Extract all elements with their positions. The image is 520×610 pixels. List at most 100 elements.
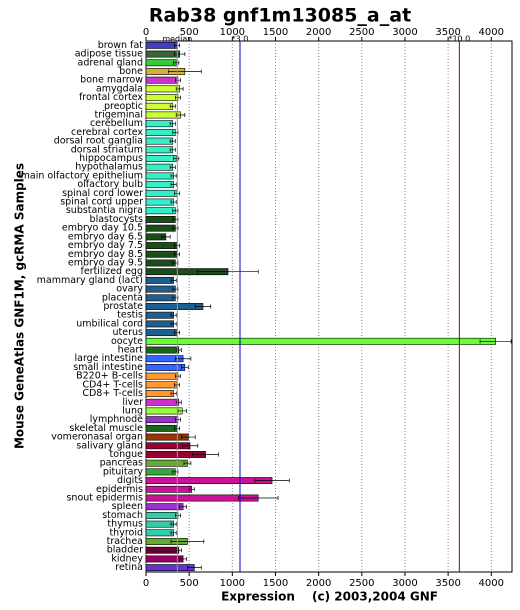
bar	[145, 346, 180, 354]
y-tick-label: bone marrow	[80, 75, 143, 86]
bar	[145, 85, 180, 93]
chart-title: Rab38 gnf1m13085_a_at	[149, 5, 411, 27]
bar	[145, 242, 178, 249]
y-tick-label: amygdala	[96, 83, 143, 94]
x-tick-label: 3000	[392, 27, 417, 38]
error-bar	[479, 339, 512, 344]
y-tick-label: placenta	[102, 292, 143, 303]
y-tick-label: spinal cord lower	[62, 188, 143, 199]
bar	[145, 207, 176, 215]
y-tick-label: pancreas	[100, 458, 143, 469]
y-tick-label: adipose tissue	[75, 49, 143, 60]
y-tick-label: epidermis	[96, 484, 143, 495]
y-axis-label: Mouse GeneAtlas GNF1M, gcRMA Samples	[13, 163, 27, 449]
error-bar	[174, 356, 192, 361]
error-bar	[174, 52, 186, 57]
y-tick-label: preoptic	[104, 101, 143, 112]
error-bar	[170, 173, 177, 178]
bar	[145, 424, 178, 432]
bar	[145, 337, 496, 345]
y-tick-label: embryo day 10.5	[62, 223, 143, 234]
bar	[145, 285, 176, 293]
x-tick-label: 1000	[220, 578, 245, 589]
y-tick-label: heart	[118, 345, 144, 356]
reference-label: median	[162, 35, 192, 44]
y-tick-label: pituitary	[103, 466, 144, 477]
x-tick-label: 3500	[435, 578, 460, 589]
error-bar	[187, 565, 202, 570]
bar	[145, 120, 174, 128]
error-bar	[161, 234, 171, 239]
y-tick-label: thyroid	[109, 527, 143, 538]
error-bar	[170, 530, 177, 535]
error-bar	[170, 278, 177, 283]
y-tick-label: lung	[122, 405, 143, 416]
error-bar	[183, 461, 192, 466]
y-tick-label: blastocysts	[90, 214, 143, 225]
y-tick-label: mammary gland (lact)	[37, 275, 143, 286]
y-tick-label: embryo day 6.5	[68, 231, 143, 242]
y-tick-label: dorsal striatum	[71, 144, 143, 155]
bar	[145, 189, 178, 197]
x-tick-label: 2000	[306, 578, 331, 589]
bar	[145, 216, 176, 223]
y-tick-label: spleen	[112, 501, 143, 512]
error-bar	[179, 504, 187, 509]
x-tick-label: 4000	[479, 578, 504, 589]
bar	[145, 407, 183, 415]
error-bar	[188, 487, 195, 492]
y-tick-label: lymphnode	[90, 414, 143, 425]
error-bar	[177, 408, 187, 413]
y-tick-label: brown fat	[98, 40, 144, 51]
y-tick-label: retina	[115, 562, 143, 573]
error-bar	[170, 313, 177, 318]
x-tick-label: 1000	[220, 27, 245, 38]
y-tick-label: frontal cortex	[79, 92, 143, 103]
x-tick-label: 500	[180, 578, 199, 589]
error-bar	[174, 95, 181, 100]
bar	[145, 128, 176, 136]
y-tick-label: B220+ B-cells	[76, 371, 143, 382]
y-tick-label: thymus	[107, 519, 143, 530]
error-bar	[174, 78, 181, 83]
error-bar	[181, 443, 199, 448]
y-tick-label: fertilized egg	[80, 266, 143, 277]
y-tick-label: spinal cord upper	[60, 197, 143, 208]
error-bar	[179, 556, 187, 561]
y-tick-label: vomeronasal organ	[51, 432, 143, 443]
y-tick-label: hypothalamus	[75, 162, 143, 173]
y-tick-label: skeletal muscle	[69, 423, 143, 434]
bar	[145, 259, 176, 267]
y-tick-label: tongue	[110, 449, 144, 460]
error-bar	[170, 182, 177, 187]
y-tick-label: substantia nigra	[66, 205, 143, 216]
bar	[145, 59, 177, 67]
bar	[145, 111, 181, 119]
error-bar	[194, 304, 212, 309]
reference-label: *3.0	[232, 35, 249, 44]
bar	[145, 468, 176, 476]
x-tick-label: 500	[180, 27, 199, 38]
y-tick-label: cerebellum	[90, 118, 143, 129]
y-tick-label: liver	[122, 397, 143, 408]
y-tick-label: uterus	[113, 327, 144, 338]
error-bar	[254, 478, 290, 483]
bar	[145, 390, 174, 397]
y-tick-label: testis	[117, 310, 143, 321]
bar	[145, 485, 193, 493]
bar	[145, 163, 174, 171]
error-bar	[181, 365, 189, 370]
x-tick-label: 4000	[479, 27, 504, 38]
x-tick-label: 2000	[306, 27, 331, 38]
bar	[145, 546, 180, 554]
error-bar	[238, 496, 279, 501]
error-bar	[173, 60, 180, 65]
y-tick-label: stomach	[102, 510, 143, 521]
bar	[145, 76, 179, 84]
y-tick-label: umbilical cord	[76, 318, 143, 329]
y-tick-label: large intestine	[74, 353, 143, 364]
bar	[145, 311, 174, 319]
y-tick-label: oocyte	[111, 336, 143, 347]
error-bar	[174, 513, 181, 518]
bar	[145, 155, 177, 162]
